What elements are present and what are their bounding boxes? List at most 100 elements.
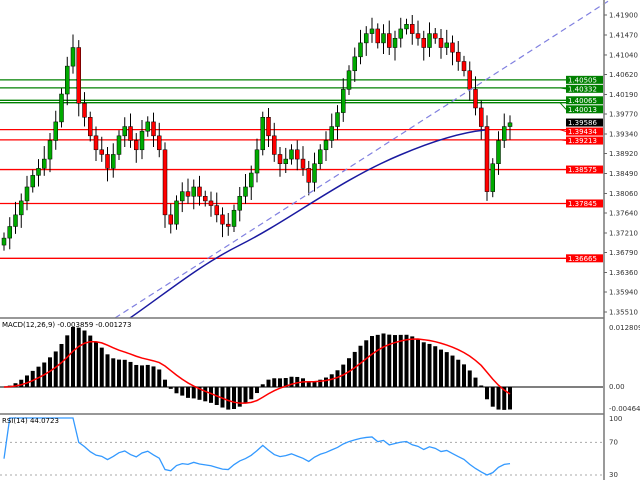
price-tick-label: 1.41040: [609, 51, 638, 59]
candle-body: [352, 56, 357, 72]
macd-bar: [59, 343, 64, 387]
support-level-tag: [566, 136, 603, 145]
candle-body: [502, 126, 507, 141]
trendline: [114, 0, 611, 319]
candle-body: [438, 37, 444, 48]
candle-body: [404, 24, 409, 30]
candle-body: [191, 186, 196, 197]
candle-body: [214, 205, 219, 216]
candle-body: [254, 149, 260, 174]
candle-body: [473, 89, 478, 109]
macd-bar: [94, 341, 98, 387]
candle-body: [53, 121, 58, 141]
macd-bar: [117, 359, 121, 387]
candle-body: [300, 158, 306, 169]
candle-body: [427, 33, 432, 48]
macd-bar: [421, 342, 426, 387]
rsi-label: RSI(14) 44.0723: [2, 417, 59, 425]
candle-body: [456, 51, 461, 62]
candle-body: [157, 135, 162, 151]
candle-body: [111, 154, 116, 169]
candle-body: [1, 237, 7, 246]
macd-bar: [151, 366, 156, 387]
macd-bar: [25, 375, 29, 387]
price-tick-label: 1.38490: [609, 170, 638, 178]
candle-body: [151, 121, 156, 137]
moving-average-line: [129, 129, 486, 319]
candle-body: [197, 186, 202, 197]
candle-body: [421, 37, 426, 48]
macd-bar: [174, 387, 179, 394]
candle-body: [364, 33, 369, 44]
macd-bar: [134, 364, 139, 387]
macd-bar: [283, 378, 288, 387]
candle-body: [139, 130, 145, 151]
candle-body: [185, 191, 191, 197]
macd-bar: [220, 387, 225, 408]
macd-bar: [122, 359, 127, 387]
candle-body: [93, 135, 99, 151]
macd-bar: [398, 334, 403, 387]
macd-bar: [232, 387, 236, 410]
macd-bar: [191, 387, 196, 399]
resistance-level-tag: [566, 75, 603, 84]
candle-body: [122, 126, 127, 137]
candle-body: [375, 28, 380, 44]
resistance-level-leader: [559, 102, 567, 110]
candle-body: [496, 140, 501, 164]
macd-bar: [36, 366, 41, 387]
macd-bar: [341, 364, 346, 387]
macd-bar: [329, 374, 334, 387]
macd-bar: [467, 370, 472, 387]
macd-bar: [209, 387, 213, 403]
resistance-level-leader: [559, 87, 567, 90]
candle-body: [30, 175, 35, 188]
candle-body: [283, 158, 288, 164]
resistance-level-tag: [566, 96, 603, 105]
candle-body: [47, 140, 53, 160]
candle-body: [70, 47, 76, 67]
price-tick-label: 1.39340: [609, 130, 638, 138]
macd-bar: [490, 387, 495, 407]
candle-body: [335, 112, 340, 127]
candle-body: [134, 140, 139, 151]
macd-bar: [352, 351, 357, 387]
macd-bar: [502, 387, 507, 410]
candle-body: [105, 154, 110, 169]
candle-body: [398, 28, 403, 39]
macd-bar: [358, 345, 363, 387]
candle-body: [329, 126, 334, 141]
macd-bar: [462, 364, 466, 387]
resistance-level-tag-label: 1.40332: [568, 85, 597, 93]
support-level-tag: [566, 127, 603, 136]
candle-body: [24, 186, 30, 202]
resistance-level-tag: [566, 84, 603, 93]
macd-bar: [364, 340, 369, 387]
macd-signal-line: [3, 338, 511, 404]
macd-bar: [439, 349, 443, 387]
macd-bar: [48, 357, 52, 387]
candle-body: [306, 168, 311, 183]
price-tick-label: 1.41470: [609, 31, 638, 39]
candle-body: [312, 163, 317, 183]
support-level-tag: [566, 254, 603, 263]
candle-body: [415, 33, 421, 39]
candle-body: [433, 33, 438, 39]
candle-body: [381, 33, 386, 44]
macd-bar: [226, 387, 231, 410]
macd-bar: [76, 327, 81, 387]
macd-bar: [128, 361, 133, 387]
support-level-tag-label: 1.37845: [568, 200, 597, 208]
macd-bar: [111, 358, 116, 387]
candle-body: [410, 24, 415, 34]
resistance-level-tag: [566, 105, 603, 114]
candle-body: [461, 61, 467, 72]
candle-body: [220, 214, 225, 225]
candle-body: [145, 121, 150, 132]
macd-bar: [13, 383, 18, 387]
macd-bar: [266, 379, 271, 387]
price-tick-label: 1.38060: [609, 190, 638, 198]
rsi-tick-label: 30: [609, 471, 618, 479]
candle-body: [358, 42, 363, 58]
